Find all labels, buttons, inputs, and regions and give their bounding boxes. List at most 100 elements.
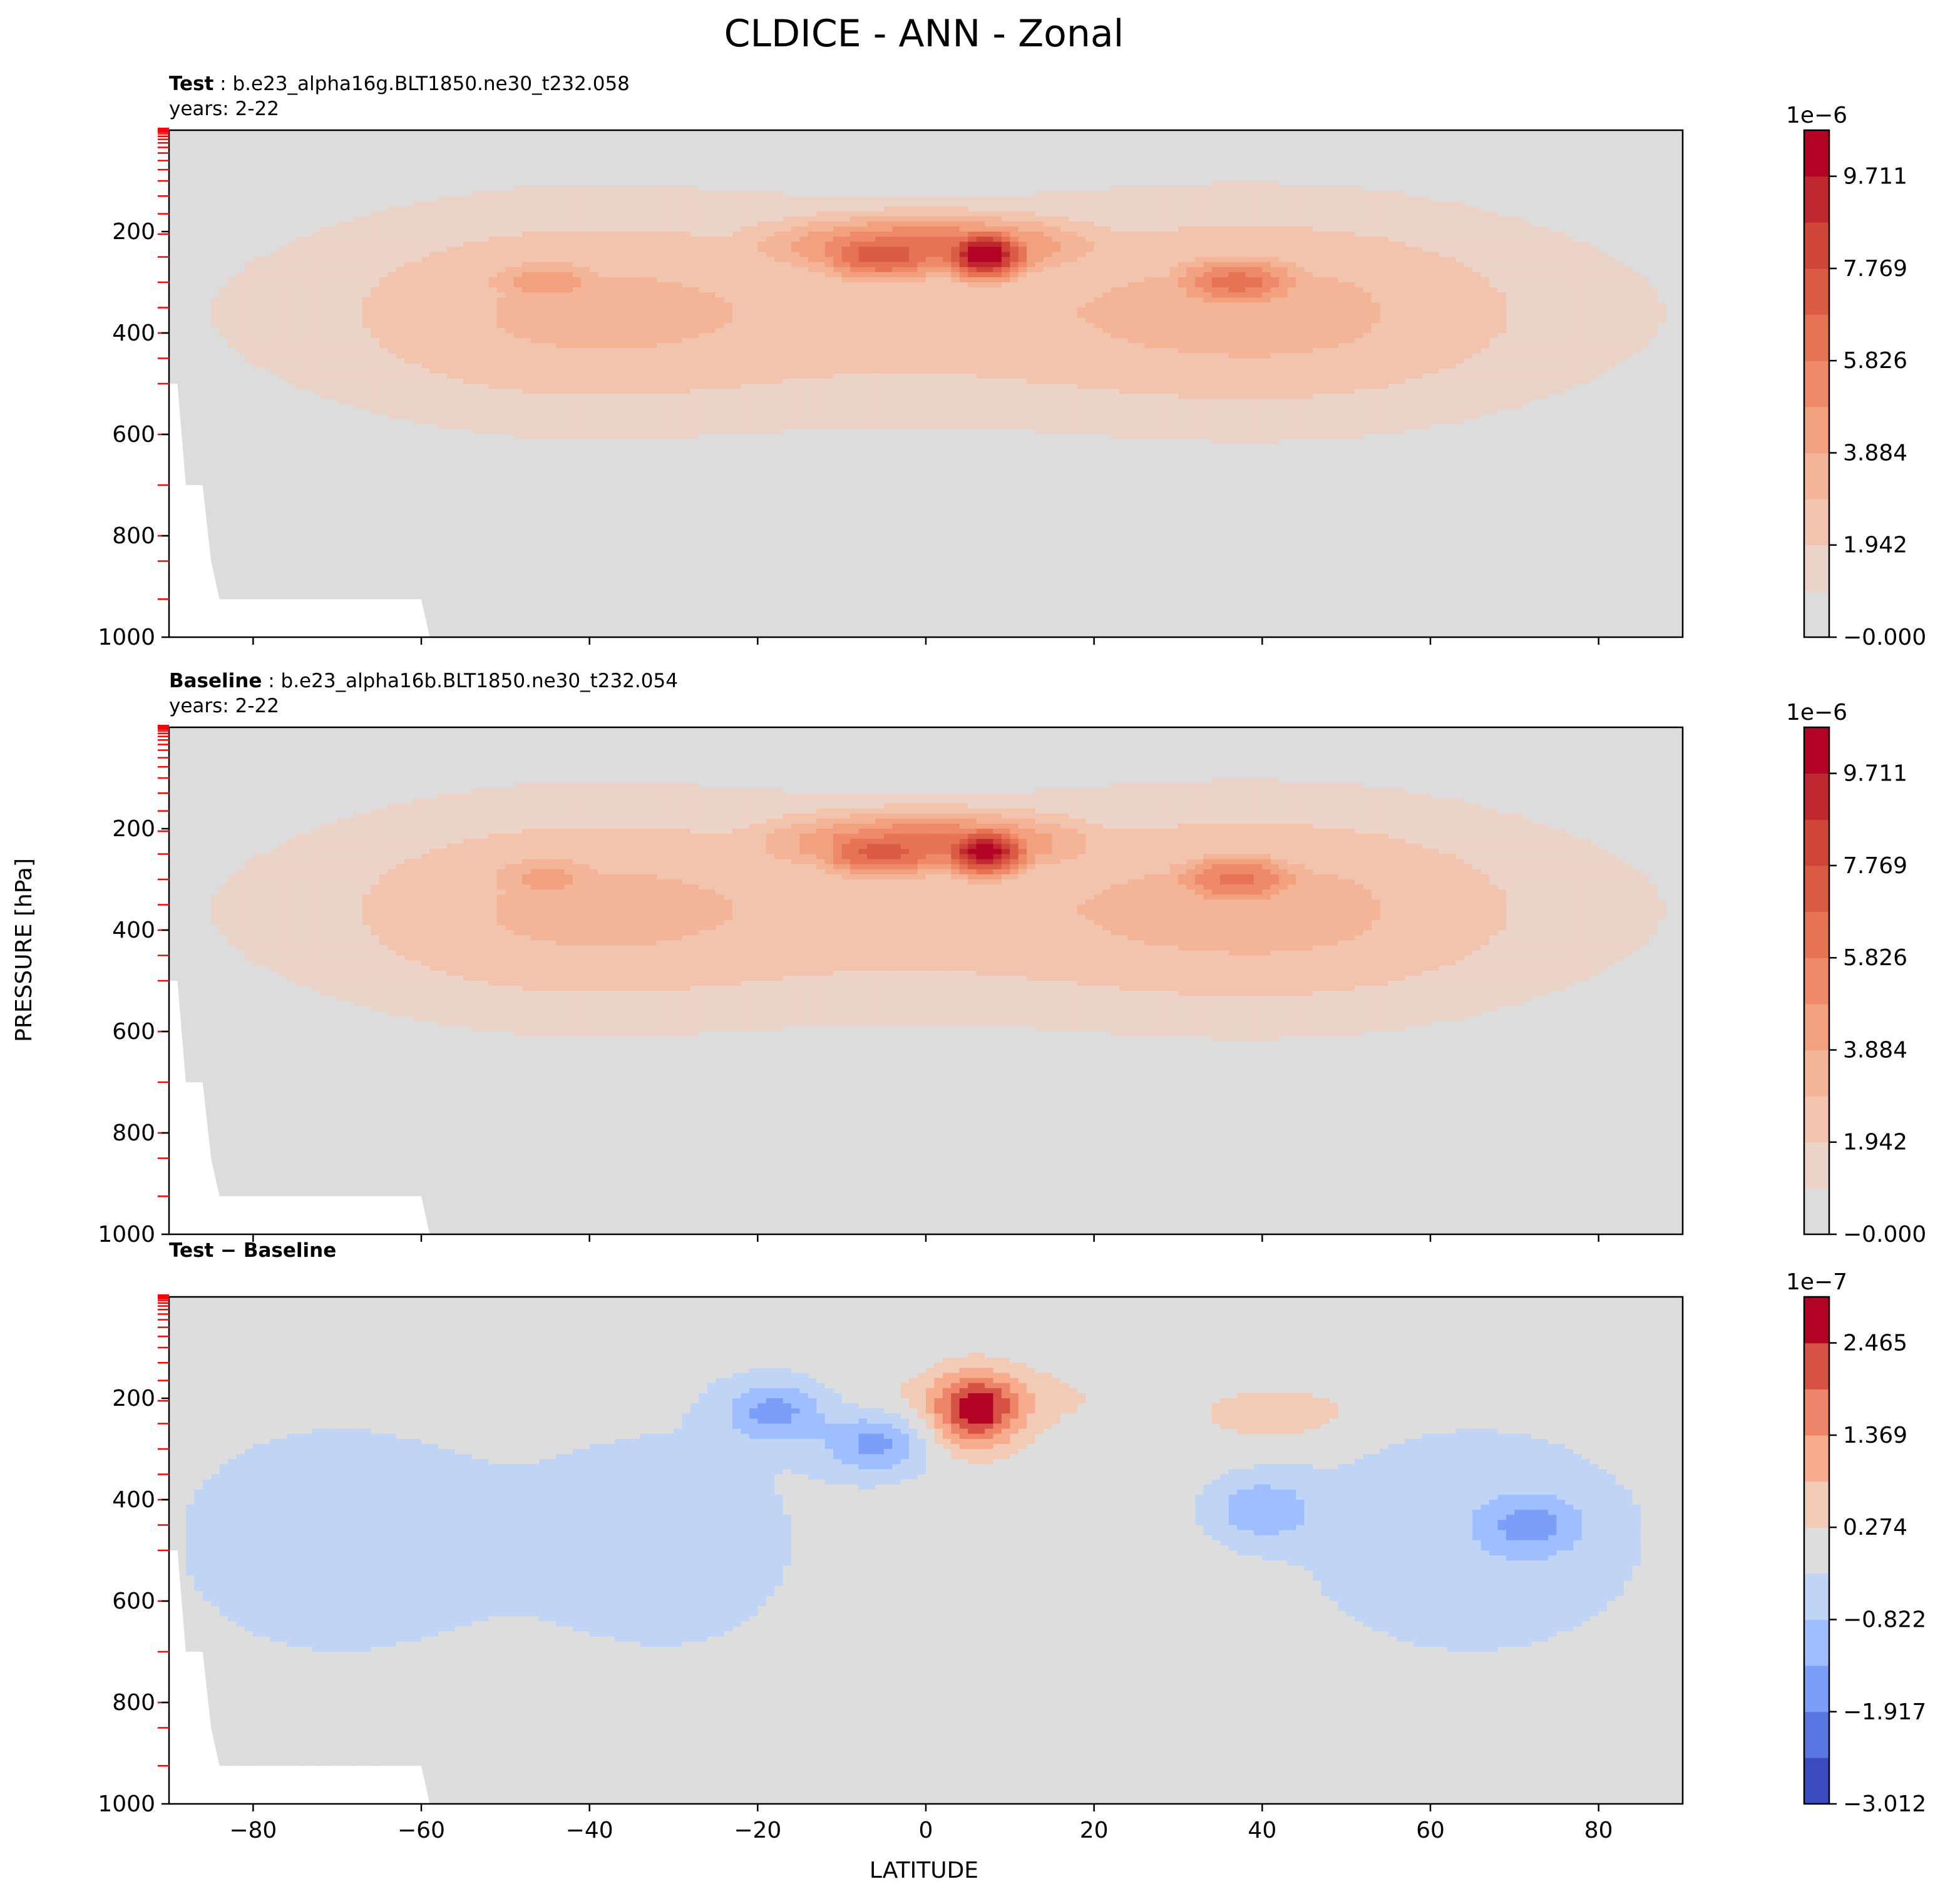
- field-cell: [379, 551, 388, 556]
- field-cell: [396, 546, 405, 551]
- field-cell: [295, 581, 304, 587]
- field-cell: [438, 530, 447, 536]
- field-cell: [463, 485, 473, 491]
- field-cell: [413, 237, 422, 242]
- field-cell: [539, 469, 548, 476]
- field-cell: [480, 444, 490, 450]
- field-cell: [454, 571, 464, 577]
- field-cell: [421, 439, 431, 445]
- field-cell: [379, 211, 388, 217]
- field-cell: [303, 490, 312, 496]
- field-cell: [555, 297, 565, 303]
- field-cell: [312, 272, 321, 278]
- field-cell: [303, 454, 312, 461]
- field-cell: [371, 551, 380, 556]
- field-cell: [404, 170, 414, 177]
- field-cell: [379, 317, 388, 324]
- field-cell: [446, 632, 456, 637]
- field-cell: [278, 429, 287, 435]
- field-cell: [522, 546, 531, 551]
- field-cell: [337, 581, 346, 587]
- field-cell: [496, 414, 506, 420]
- field-cell: [253, 297, 262, 303]
- field-cell: [329, 419, 338, 425]
- field-cell: [387, 312, 397, 319]
- field-cell: [480, 237, 490, 242]
- field-cell: [379, 302, 388, 309]
- field-cell: [496, 596, 506, 602]
- field-cell: [185, 348, 195, 354]
- field-cell: [211, 292, 220, 298]
- field-cell: [463, 155, 473, 161]
- field-cell: [244, 541, 254, 546]
- field-cell: [303, 469, 312, 476]
- field-cell: [362, 490, 371, 496]
- field-cell: [547, 495, 557, 501]
- field-cell: [555, 327, 565, 334]
- field-cell: [421, 429, 431, 435]
- field-cell: [539, 257, 548, 263]
- field-cell: [287, 160, 296, 166]
- field-cell: [413, 394, 422, 399]
- field-cell: [496, 515, 506, 521]
- field-cell: [303, 576, 312, 582]
- field-cell: [413, 196, 422, 202]
- field-cell: [346, 429, 355, 435]
- field-cell: [320, 373, 329, 379]
- field-cell: [354, 135, 363, 141]
- field-cell: [312, 576, 321, 582]
- field-cell: [185, 232, 195, 237]
- field-cell: [463, 237, 473, 242]
- field-cell: [295, 591, 304, 597]
- field-cell: [480, 343, 490, 349]
- field-cell: [219, 500, 228, 506]
- field-cell: [295, 317, 304, 324]
- field-cell: [362, 368, 371, 374]
- field-cell: [522, 530, 531, 536]
- field-cell: [185, 439, 195, 445]
- field-cell: [446, 495, 456, 501]
- field-cell: [454, 384, 464, 389]
- field-cell: [320, 515, 329, 521]
- field-cell: [236, 211, 245, 217]
- field-cell: [429, 495, 439, 501]
- field-cell: [329, 216, 338, 222]
- field-cell: [228, 302, 237, 309]
- field-cell: [438, 622, 447, 628]
- field-cell: [202, 140, 212, 146]
- field-cell: [581, 459, 590, 466]
- field-cell: [513, 297, 523, 303]
- field-cell: [446, 140, 456, 146]
- field-cell: [496, 175, 506, 182]
- field-cell: [371, 242, 380, 247]
- field-cell: [539, 150, 548, 156]
- field-cell: [522, 459, 531, 466]
- field-cell: [581, 292, 590, 298]
- field-cell: [413, 459, 422, 466]
- field-cell: [505, 160, 515, 166]
- field-cell: [177, 155, 187, 161]
- field-cell: [228, 505, 237, 511]
- field-cell: [513, 399, 523, 404]
- field-cell: [404, 495, 414, 501]
- field-cell: [488, 206, 498, 212]
- field-cell: [387, 216, 397, 222]
- field-cell: [463, 201, 473, 207]
- field-cell: [202, 221, 212, 227]
- field-cell: [312, 242, 321, 247]
- field-cell: [505, 414, 515, 420]
- field-cell: [463, 581, 473, 587]
- field-cell: [446, 292, 456, 298]
- field-cell: [236, 257, 245, 263]
- field-cell: [564, 566, 573, 572]
- field-cell: [505, 232, 515, 237]
- field-cell: [346, 262, 355, 268]
- field-cell: [404, 459, 414, 466]
- field-cell: [295, 247, 304, 252]
- field-cell: [522, 206, 531, 212]
- field-cell: [211, 556, 220, 562]
- field-cell: [463, 399, 473, 404]
- field-cell: [572, 232, 582, 237]
- field-cell: [362, 145, 371, 151]
- field-cell: [496, 566, 506, 572]
